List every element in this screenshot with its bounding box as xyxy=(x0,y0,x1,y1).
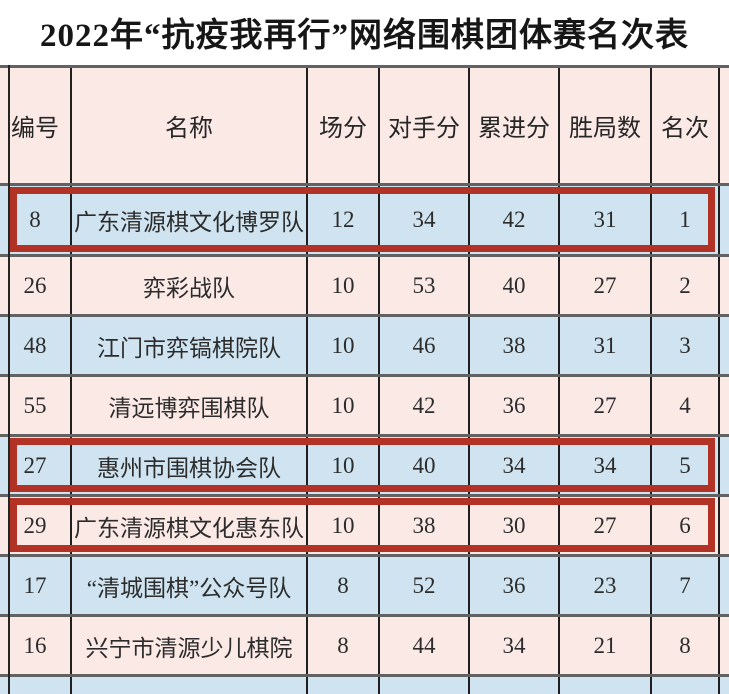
opponent-points-cell: 53 xyxy=(380,257,470,314)
table-row: 8 广东清源棋文化博罗队 12 34 42 31 1 xyxy=(0,183,729,254)
wins-cell: 27 xyxy=(560,497,652,554)
row-number-cell: 16 xyxy=(0,617,72,674)
stub-cell xyxy=(0,677,72,694)
table-row: 55 清远博弈围棋队 10 42 36 27 4 xyxy=(0,374,729,434)
table-left-border xyxy=(8,65,10,694)
opponent-points-cell: 40 xyxy=(380,437,470,494)
opponent-points-cell: 46 xyxy=(380,317,470,374)
page-title: 2022年“抗疫我再行”网络围棋团体赛名次表 xyxy=(40,18,689,54)
opponent-points-cell: 42 xyxy=(380,377,470,434)
row-number-cell: 27 xyxy=(0,437,72,494)
progressive-points-cell: 30 xyxy=(470,497,560,554)
match-points-cell: 12 xyxy=(308,186,380,254)
row-filler xyxy=(720,317,729,374)
row-filler xyxy=(720,497,729,554)
rank-cell: 4 xyxy=(652,377,720,434)
ranking-table: 编号 名称 场分 对手分 累进分 胜局数 名次 8 广东清源棋文化博罗队 12 34 42 31 1 26… xyxy=(0,65,729,694)
page: 2022年“抗疫我再行”网络围棋团体赛名次表 编号 名称 场分 对手分 累进分 胜局数 名次… xyxy=(0,18,729,694)
team-name-cell: 广东清源棋文化惠东队 xyxy=(72,497,308,554)
progressive-points-cell: 38 xyxy=(470,317,560,374)
row-number-cell: 26 xyxy=(0,257,72,314)
column-header-cell: 名称 xyxy=(72,68,308,183)
rank-cell: 1 xyxy=(652,186,720,254)
row-number-cell: 29 xyxy=(0,497,72,554)
team-name-cell: 兴宁市清源少儿棋院 xyxy=(72,617,308,674)
header-row: 编号 名称 场分 对手分 累进分 胜局数 名次 xyxy=(0,65,729,183)
rank-cell: 3 xyxy=(652,317,720,374)
wins-cell: 31 xyxy=(560,186,652,254)
row-number-cell: 8 xyxy=(0,186,72,254)
opponent-points-cell: 52 xyxy=(380,557,470,614)
stub-cell xyxy=(380,677,470,694)
match-points-cell: 10 xyxy=(308,437,380,494)
match-points-cell: 10 xyxy=(308,257,380,314)
row-number-cell: 55 xyxy=(0,377,72,434)
stub-cell xyxy=(470,677,560,694)
match-points-cell: 8 xyxy=(308,557,380,614)
match-points-cell: 10 xyxy=(308,377,380,434)
row-number-cell: 17 xyxy=(0,557,72,614)
stub-cell xyxy=(560,677,652,694)
wins-cell: 31 xyxy=(560,317,652,374)
match-points-cell: 10 xyxy=(308,317,380,374)
team-name-cell: “清城围棋”公众号队 xyxy=(72,557,308,614)
rank-cell: 2 xyxy=(652,257,720,314)
column-header-cell: 胜局数 xyxy=(560,68,652,183)
wins-cell: 27 xyxy=(560,257,652,314)
row-filler xyxy=(720,377,729,434)
table-row: 26 弈彩战队 10 53 40 27 2 xyxy=(0,254,729,314)
column-header-cell: 名次 xyxy=(652,68,720,183)
stub-cell xyxy=(652,677,720,694)
team-name-cell: 弈彩战队 xyxy=(72,257,308,314)
team-name-cell: 清远博弈围棋队 xyxy=(72,377,308,434)
row-filler xyxy=(720,617,729,674)
opponent-points-cell: 34 xyxy=(380,186,470,254)
table-row: 48 江门市弈镐棋院队 10 46 38 31 3 xyxy=(0,314,729,374)
column-header-cell: 场分 xyxy=(308,68,380,183)
progressive-points-cell: 36 xyxy=(470,557,560,614)
row-number-cell: 48 xyxy=(0,317,72,374)
row-filler xyxy=(720,186,729,254)
team-name-cell: 惠州市围棋协会队 xyxy=(72,437,308,494)
wins-cell: 23 xyxy=(560,557,652,614)
row-filler xyxy=(720,557,729,614)
row-filler xyxy=(720,68,729,183)
column-header-cell: 对手分 xyxy=(380,68,470,183)
match-points-cell: 8 xyxy=(308,617,380,674)
team-name-cell: 江门市弈镐棋院队 xyxy=(72,317,308,374)
team-name-cell: 广东清源棋文化博罗队 xyxy=(72,186,308,254)
progressive-points-cell: 40 xyxy=(470,257,560,314)
match-points-cell: 10 xyxy=(308,497,380,554)
opponent-points-cell: 38 xyxy=(380,497,470,554)
table-row: 16 兴宁市清源少儿棋院 8 44 34 21 8 xyxy=(0,614,729,674)
rank-cell: 5 xyxy=(652,437,720,494)
rank-cell: 6 xyxy=(652,497,720,554)
row-filler xyxy=(720,257,729,314)
wins-cell: 34 xyxy=(560,437,652,494)
table-row: 29 广东清源棋文化惠东队 10 38 30 27 6 xyxy=(0,494,729,554)
table-row: 27 惠州市围棋协会队 10 40 34 34 5 xyxy=(0,434,729,494)
stub-cell xyxy=(72,677,308,694)
row-filler xyxy=(720,677,729,694)
progressive-points-cell: 36 xyxy=(470,377,560,434)
stub-cell xyxy=(308,677,380,694)
rank-cell: 8 xyxy=(652,617,720,674)
partial-next-row xyxy=(0,674,729,694)
progressive-points-cell: 34 xyxy=(470,437,560,494)
row-filler xyxy=(720,437,729,494)
table-row: 17 “清城围棋”公众号队 8 52 36 23 7 xyxy=(0,554,729,614)
wins-cell: 27 xyxy=(560,377,652,434)
progressive-points-cell: 42 xyxy=(470,186,560,254)
wins-cell: 21 xyxy=(560,617,652,674)
rank-cell: 7 xyxy=(652,557,720,614)
progressive-points-cell: 34 xyxy=(470,617,560,674)
column-header-cell: 编号 xyxy=(0,68,72,183)
column-header-cell: 累进分 xyxy=(470,68,560,183)
opponent-points-cell: 44 xyxy=(380,617,470,674)
